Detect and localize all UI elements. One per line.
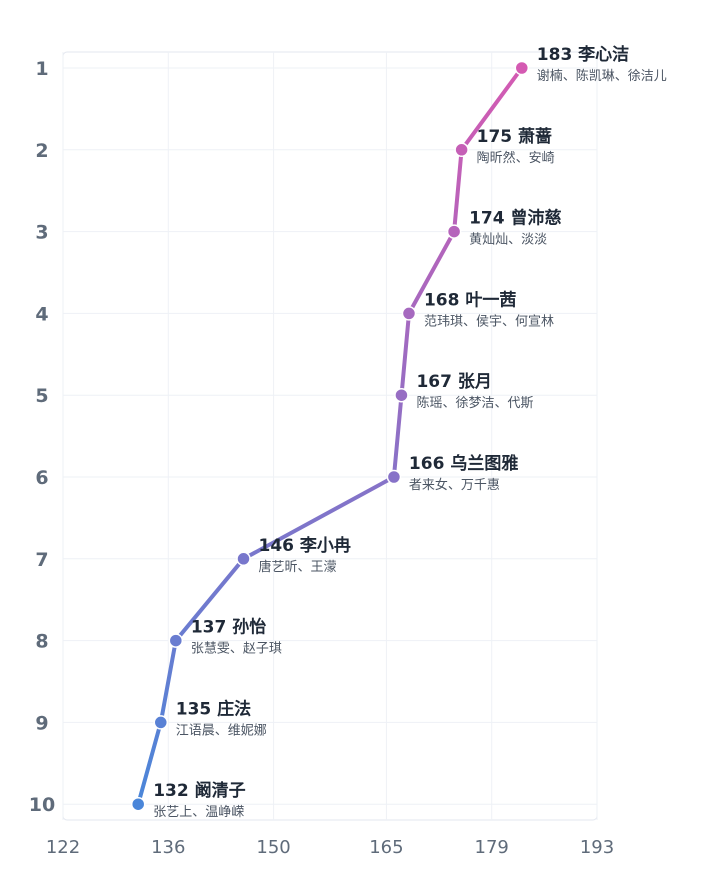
data-label-main: 137 孙怡: [191, 617, 266, 638]
plot-area: [62, 51, 598, 821]
x-tick-label: 179: [475, 837, 509, 858]
data-label-main: 183 李心洁: [537, 44, 629, 65]
data-label-main: 132 阚清子: [153, 780, 245, 801]
data-label-main: 167 张月: [416, 372, 491, 392]
data-label-sub: 张慧雯、赵子琪: [191, 641, 282, 657]
data-point: [394, 387, 409, 403]
x-tick-label: 136: [151, 837, 185, 858]
data-label-sub: 谢楠、陈凯琳、徐洁儿: [537, 68, 667, 84]
data-label-sub: 唐艺昕、王濛: [259, 559, 337, 575]
data-point: [236, 551, 251, 567]
data-point: [446, 224, 462, 239]
grid-lines: [62, 52, 598, 820]
data-label-sub: 者来女、万千惠: [409, 477, 500, 493]
data-points: [130, 60, 530, 812]
y-tick-label: 9: [35, 712, 48, 734]
data-point: [401, 306, 417, 321]
data-label-sub: 陶昕然、安崎: [477, 150, 555, 166]
data-label-main: 146 李小冉: [259, 535, 351, 556]
data-point: [386, 469, 402, 485]
data-point: [168, 633, 184, 648]
y-tick-label: 2: [35, 140, 48, 162]
x-tick-label: 165: [369, 837, 403, 858]
data-label-sub: 黄灿灿、淡淡: [469, 233, 547, 248]
x-tick-label: 150: [256, 837, 290, 858]
y-tick-label: 1: [35, 58, 48, 80]
y-tick-label: 6: [35, 467, 48, 489]
data-label-main: 174 曾沛慈: [469, 208, 561, 229]
data-label-sub: 张艺上、温峥嵘: [153, 805, 244, 820]
data-label-sub: 范玮琪、侯宇、何宣林: [424, 313, 554, 329]
y-axis-ticks: 1 2 3 4 5 6 7 8 9 10: [29, 58, 55, 816]
y-tick-label: 3: [35, 222, 48, 244]
y-tick-label: 10: [29, 794, 55, 816]
x-axis-ticks: 122 136 150 165 179 193: [46, 837, 614, 858]
data-label-main: 168 叶一茜: [424, 289, 516, 310]
y-tick-label: 5: [35, 385, 48, 407]
data-point: [514, 60, 530, 76]
y-tick-label: 4: [35, 303, 48, 325]
series-line: [136, 66, 524, 807]
y-tick-label: 8: [35, 631, 48, 653]
data-label-main: 135 庄法: [176, 698, 251, 719]
x-tick-label: 122: [46, 837, 80, 858]
data-point: [153, 715, 169, 730]
x-tick-label: 193: [580, 837, 614, 858]
data-label-sub: 陈瑶、徐梦洁、代斯: [416, 395, 533, 411]
data-label-sub: 江语晨、维妮娜: [176, 723, 267, 738]
data-point: [454, 142, 469, 158]
data-label-main: 166 乌兰图雅: [409, 453, 518, 474]
data-label-main: 175 萧蔷: [477, 126, 552, 147]
data-point: [130, 796, 146, 812]
y-tick-label: 7: [35, 549, 48, 571]
